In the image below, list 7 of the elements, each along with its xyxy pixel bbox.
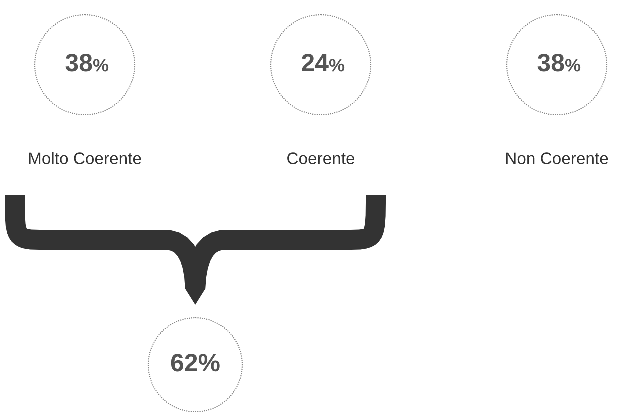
- text: 62%: [171, 354, 220, 372]
- data-label: 24%: [302, 54, 345, 72]
- category-label: Molto Coerente: [29, 152, 142, 164]
- category-label: Coerente: [288, 152, 355, 164]
- category-label: Non Coerente: [506, 152, 608, 164]
- data-label: 38%: [66, 54, 109, 72]
- data-label: 38%: [538, 54, 581, 72]
